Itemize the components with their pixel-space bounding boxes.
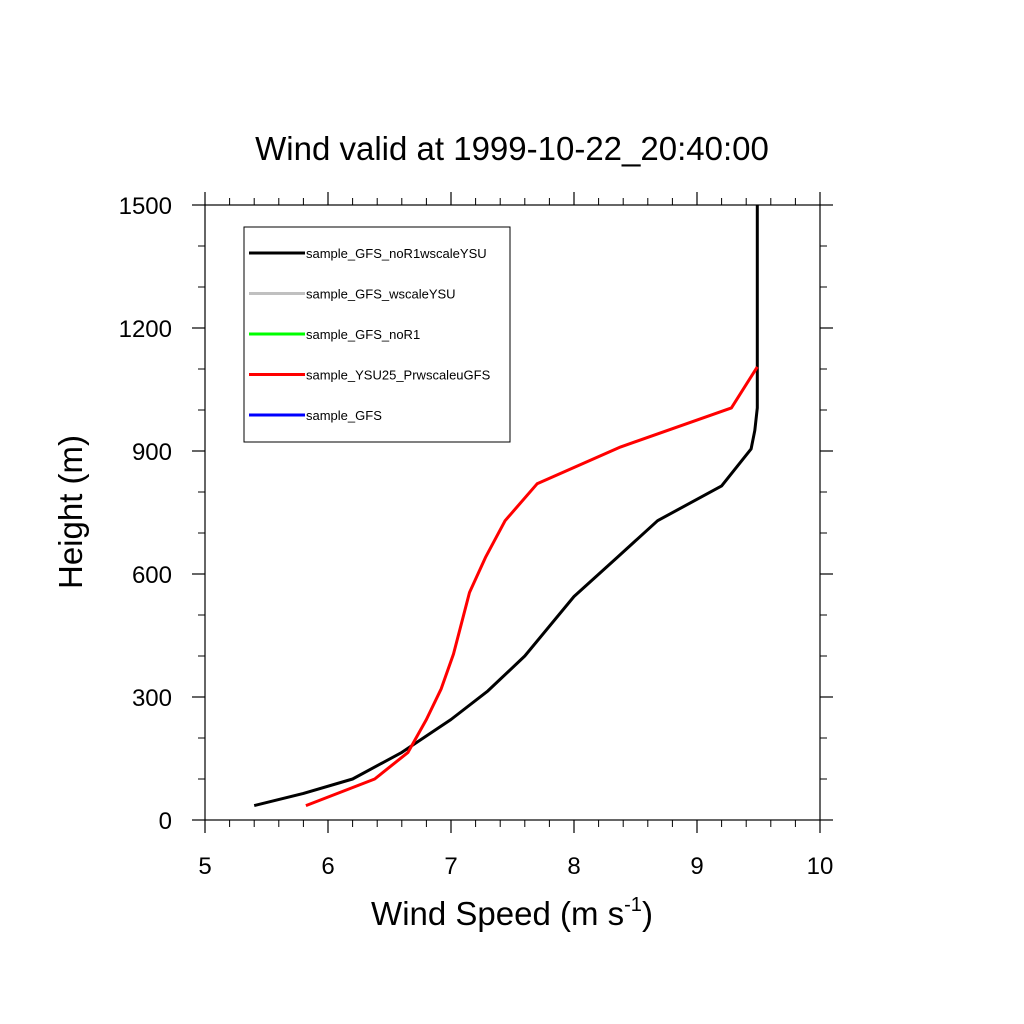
- plot-frame: [204, 204, 821, 821]
- y-tick-label: 600: [132, 562, 172, 589]
- x-tick-label: 7: [444, 853, 457, 880]
- legend-label-0: sample_GFS_noR1wscaleYSU: [306, 246, 487, 261]
- x-tick-label: 10: [807, 853, 834, 880]
- x-axis-label: Wind Speed (m s-1): [371, 894, 653, 932]
- y-tick-label: 300: [132, 685, 172, 712]
- x-tick-label: 8: [567, 853, 580, 880]
- tick-labels: 5 6 7 8 9 10 0 300 600 900 1200 1500: [119, 193, 834, 880]
- y-tick-label: 1200: [119, 316, 172, 343]
- series-line-3: [305, 366, 759, 807]
- x-tick-label: 6: [321, 853, 334, 880]
- minor-ticks: [198, 198, 827, 827]
- y-tick-label: 900: [132, 439, 172, 466]
- x-tick-label: 5: [198, 853, 211, 880]
- series-line-0: [253, 205, 759, 808]
- legend-label-1: sample_GFS_wscaleYSU: [306, 287, 456, 302]
- chart-title: Wind valid at 1999-10-22_20:40:00: [255, 130, 769, 167]
- legend-label-4: sample_GFS: [306, 408, 382, 423]
- x-tick-label: 9: [690, 853, 703, 880]
- legend-label-3: sample_YSU25_PrwscaleuGFS: [306, 368, 491, 383]
- y-tick-label: 1500: [119, 193, 172, 220]
- y-axis-label: Height (m): [52, 435, 89, 589]
- y-tick-label: 0: [159, 808, 172, 835]
- legend: sample_GFS_noR1wscaleYSU sample_GFS_wscal…: [243, 226, 511, 443]
- legend-label-2: sample_GFS_noR1: [306, 327, 420, 342]
- series-lines: [253, 205, 759, 808]
- major-ticks: [192, 192, 833, 833]
